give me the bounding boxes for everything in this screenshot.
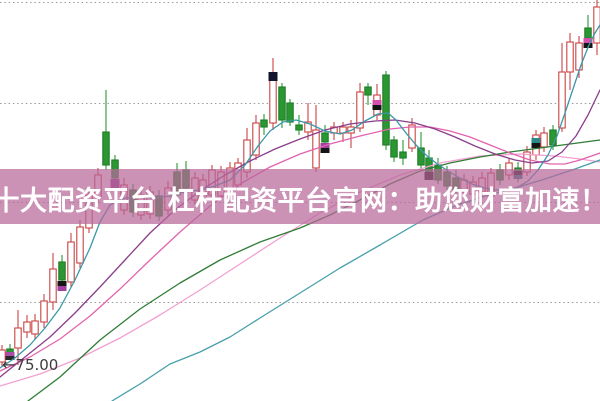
candle-up-body bbox=[31, 320, 39, 335]
candle-up-body bbox=[304, 121, 312, 133]
candle-down-body bbox=[286, 102, 294, 123]
signal-marker bbox=[372, 105, 382, 110]
candle-down-body bbox=[364, 86, 372, 96]
candle-down-body bbox=[382, 74, 390, 146]
signal-marker bbox=[5, 352, 15, 356]
candle-down-body bbox=[278, 86, 286, 121]
candle-up-body bbox=[23, 321, 31, 333]
candle-up-body bbox=[356, 91, 364, 129]
signal-marker bbox=[5, 356, 15, 360]
candle-down-body bbox=[549, 129, 557, 146]
signal-marker bbox=[531, 143, 541, 148]
candle-up-body bbox=[540, 132, 548, 148]
candle-up-body bbox=[566, 41, 574, 73]
signal-marker bbox=[583, 43, 593, 48]
candle-down-body bbox=[584, 27, 592, 39]
price-label: ← 75.00 bbox=[2, 355, 58, 374]
candle-down-body bbox=[102, 131, 110, 166]
ma-bright-pink-line bbox=[0, 126, 600, 372]
price-value: 75.00 bbox=[15, 355, 59, 374]
ma-purple-line bbox=[0, 89, 600, 378]
signal-marker bbox=[268, 72, 278, 81]
signal-marker bbox=[320, 148, 330, 153]
candle-up-body bbox=[243, 139, 251, 173]
signal-marker bbox=[57, 281, 67, 286]
candle-up-body bbox=[252, 122, 260, 156]
signal-marker bbox=[372, 100, 382, 105]
signal-marker bbox=[531, 138, 541, 143]
candle-up-body bbox=[76, 226, 84, 264]
candle-up-body bbox=[40, 300, 48, 323]
signal-marker bbox=[57, 286, 67, 291]
candle-down-body bbox=[417, 147, 425, 166]
candle-down-body bbox=[260, 119, 268, 128]
candle-up-body bbox=[49, 268, 57, 303]
candle-up-body bbox=[0, 349, 6, 363]
candle-down-body bbox=[321, 132, 329, 143]
candle-up-body bbox=[67, 241, 75, 283]
ad-banner: 十大配资平台 杠杆配资平台官网：助您财富加速！ bbox=[0, 169, 600, 224]
ad-banner-text: 十大配资平台 杠杆配资平台官网：助您财富加速！ bbox=[0, 186, 600, 217]
candle-down-body bbox=[295, 124, 303, 131]
candle-up-body bbox=[558, 71, 566, 129]
signal-marker bbox=[583, 38, 593, 43]
candle-down-body bbox=[58, 261, 66, 281]
candle-up-body bbox=[14, 327, 22, 349]
candle-down-body bbox=[390, 139, 398, 158]
candle-down-body bbox=[399, 151, 407, 159]
candle-up-body bbox=[593, 6, 600, 44]
left-arrow-icon: ← bbox=[2, 355, 15, 374]
